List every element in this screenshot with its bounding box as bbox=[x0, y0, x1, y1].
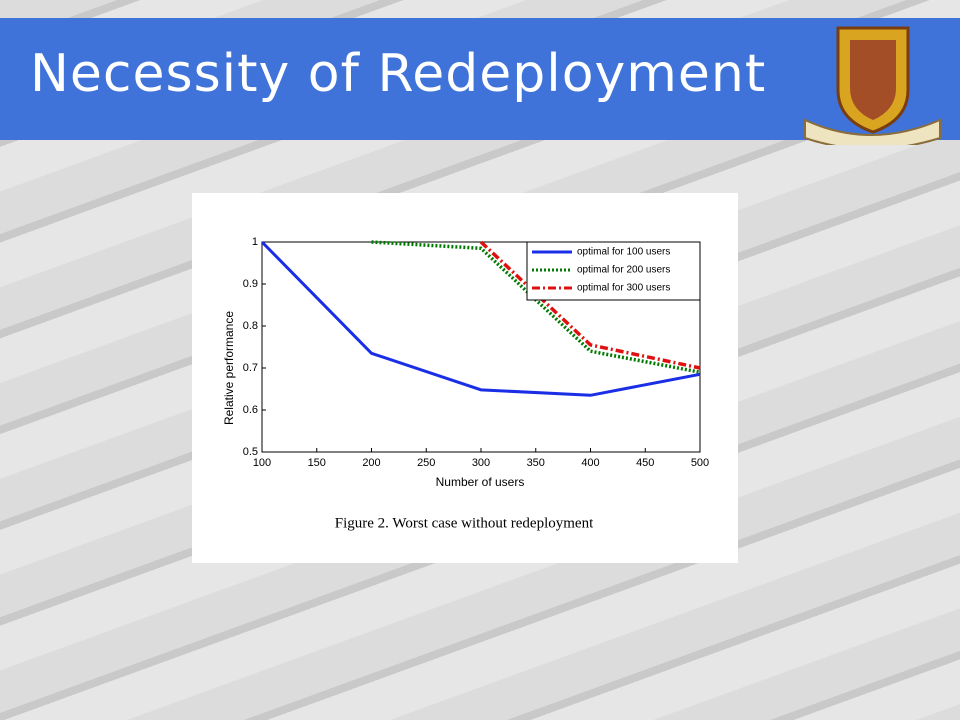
x-tick-label: 450 bbox=[636, 457, 654, 469]
y-tick-label: 1 bbox=[252, 236, 258, 248]
series-line bbox=[479, 240, 701, 370]
y-axis-label: Relative performance bbox=[222, 311, 236, 425]
title-banner bbox=[0, 18, 960, 140]
figure: Relative performance Number of users Fig… bbox=[192, 193, 738, 563]
x-tick-label: 250 bbox=[417, 457, 435, 469]
legend-label: optimal for 300 users bbox=[577, 283, 670, 294]
chart: Relative performance Number of users Fig… bbox=[222, 236, 709, 532]
x-tick-label: 300 bbox=[472, 457, 490, 469]
y-tick-label: 0.7 bbox=[243, 362, 258, 374]
x-axis-label: Number of users bbox=[436, 475, 525, 489]
logo bbox=[804, 26, 941, 145]
y-tick-label: 0.8 bbox=[243, 320, 258, 332]
legend-label: optimal for 100 users bbox=[577, 247, 670, 258]
y-tick-label: 0.5 bbox=[243, 446, 258, 458]
y-tick-label: 0.9 bbox=[243, 278, 258, 290]
x-tick-label: 100 bbox=[253, 457, 271, 469]
x-tick-label: 200 bbox=[362, 457, 380, 469]
x-tick-label: 500 bbox=[691, 457, 709, 469]
x-tick-label: 150 bbox=[308, 457, 326, 469]
legend-label: optimal for 200 users bbox=[577, 265, 670, 276]
figure-caption: Figure 2. Worst case without redeploymen… bbox=[335, 515, 594, 531]
x-tick-label: 400 bbox=[581, 457, 599, 469]
y-tick-label: 0.6 bbox=[243, 404, 258, 416]
series-line bbox=[260, 240, 701, 397]
slide-title: Necessity of Redeployment bbox=[30, 44, 767, 104]
x-tick-label: 350 bbox=[527, 457, 545, 469]
